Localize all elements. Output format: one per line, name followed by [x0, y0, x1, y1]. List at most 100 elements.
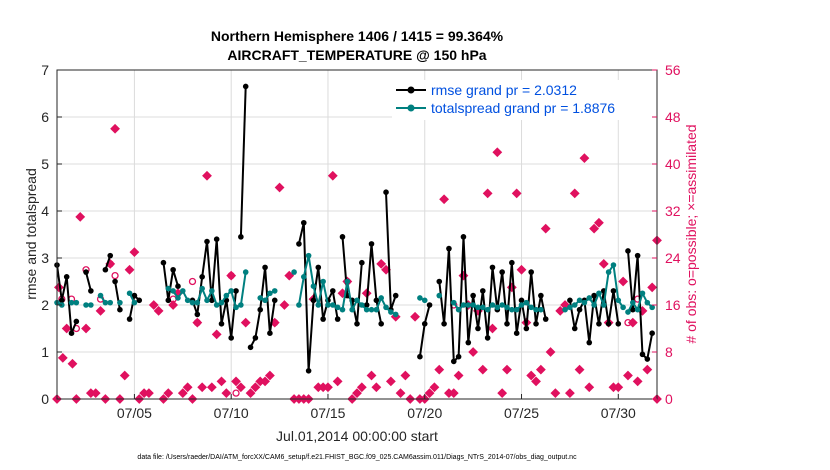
rmse-point	[504, 321, 510, 327]
spread-point	[436, 292, 443, 299]
y-right-tick-label: 8	[665, 344, 673, 360]
obs-assimilated-marker	[221, 388, 232, 399]
obs-assimilated-marker	[153, 305, 164, 316]
spread-point	[639, 290, 646, 297]
spread-point	[421, 297, 428, 304]
rmse-line-segment	[239, 86, 247, 237]
spread-point	[218, 299, 225, 306]
obs-assimilated-marker	[327, 170, 338, 181]
obs-assimilated-marker	[564, 388, 575, 399]
spread-point	[620, 304, 626, 311]
spread-point	[267, 290, 273, 297]
spread-point	[131, 299, 138, 306]
rmse-point	[315, 264, 322, 271]
rmse-point	[567, 297, 573, 304]
obs-assimilated-marker	[260, 376, 270, 387]
spread-point	[242, 269, 249, 275]
spread-point	[562, 306, 568, 313]
obs-assimilated-marker	[95, 305, 106, 316]
rmse-point	[625, 248, 631, 254]
y-left-tick-label: 3	[41, 250, 49, 266]
x-tick-label: 07/30	[601, 405, 636, 421]
rmse-point	[518, 297, 525, 304]
obs-assimilated-marker	[584, 382, 595, 393]
spread-point	[117, 299, 123, 306]
rmse-point	[238, 234, 244, 240]
rmse-point	[117, 306, 123, 313]
y-right-tick-label: 32	[665, 203, 681, 219]
obs-assimilated-marker	[569, 188, 580, 199]
obs-assimilated-marker	[526, 370, 537, 381]
obs-assimilated-marker	[598, 258, 609, 269]
obs-assimilated-marker	[453, 370, 464, 381]
obs-assimilated-marker	[148, 300, 159, 310]
rmse-point	[305, 368, 312, 374]
spread-point	[102, 299, 109, 306]
spread-point	[630, 299, 636, 306]
spread-point	[465, 302, 472, 308]
obs-assimilated-marker	[119, 370, 130, 381]
spread-point	[610, 262, 617, 268]
x-tick-label: 07/25	[504, 405, 539, 421]
spread-point	[305, 252, 312, 259]
rmse-point	[73, 318, 80, 325]
rmse-point	[460, 234, 467, 240]
rmse-point	[204, 238, 210, 245]
y-right-tick-label: 56	[665, 62, 681, 78]
spread-point	[184, 297, 191, 304]
spread-point	[359, 302, 365, 308]
y-left-tick-label: 7	[41, 62, 49, 78]
rmse-point	[112, 278, 118, 285]
legend-rmse-label: rmse grand pr = 2.0312	[431, 82, 577, 98]
obs-assimilated-marker	[202, 170, 212, 181]
spread-point	[310, 283, 317, 290]
obs-assimilated-marker	[371, 382, 382, 393]
spread-point	[175, 295, 181, 301]
rmse-point	[359, 259, 365, 266]
rmse-point	[165, 297, 172, 304]
y-left-tick-label: 0	[41, 391, 49, 407]
spread-point	[204, 297, 210, 304]
spread-point	[596, 290, 602, 297]
spread-point	[223, 292, 230, 299]
spread-point	[586, 295, 593, 301]
spread-point	[300, 274, 307, 280]
rmse-point	[634, 252, 641, 259]
spread-point	[296, 302, 302, 308]
y-left-tick-label: 1	[41, 344, 49, 360]
rmse-point	[605, 321, 612, 327]
rmse-point	[262, 264, 268, 271]
spread-point	[499, 302, 505, 308]
rmse-point	[591, 292, 597, 299]
y-right-tick-label: 16	[665, 297, 681, 313]
obs-assimilated-marker	[211, 329, 222, 340]
spread-point	[523, 299, 530, 306]
spread-point	[513, 306, 520, 313]
legend-spread-marker	[407, 104, 415, 112]
obs-assimilated-marker	[424, 388, 435, 399]
spread-point	[213, 302, 220, 308]
obs-assimilated-marker	[492, 147, 503, 158]
rmse-point	[271, 297, 278, 304]
spread-point	[455, 306, 462, 313]
obs-assimilated-marker	[235, 382, 246, 393]
obs-assimilated-marker	[206, 382, 217, 393]
rmse-point	[630, 306, 636, 313]
obs-assimilated-marker	[477, 364, 488, 375]
chart-title: Northern Hemisphere 1406 / 1415 = 99.364…	[211, 28, 504, 44]
rmse-point	[267, 330, 273, 337]
rmse-point	[509, 259, 515, 266]
spread-point	[83, 302, 89, 308]
obs-assimilated-marker	[448, 388, 459, 399]
spread-point	[165, 285, 172, 292]
obs-assimilated-marker	[385, 376, 396, 387]
rmse-point	[571, 325, 578, 332]
rmse-point	[296, 241, 302, 247]
obs-assimilated-marker	[81, 323, 91, 334]
axis-ticks: 07/05 07/10 07/15 07/20 07/25 07/300123456708…	[41, 62, 681, 421]
legend-box	[392, 80, 652, 120]
x-tick-label: 07/10	[214, 405, 249, 421]
rmse-point	[252, 335, 259, 341]
obs-possible-marker	[232, 389, 240, 397]
